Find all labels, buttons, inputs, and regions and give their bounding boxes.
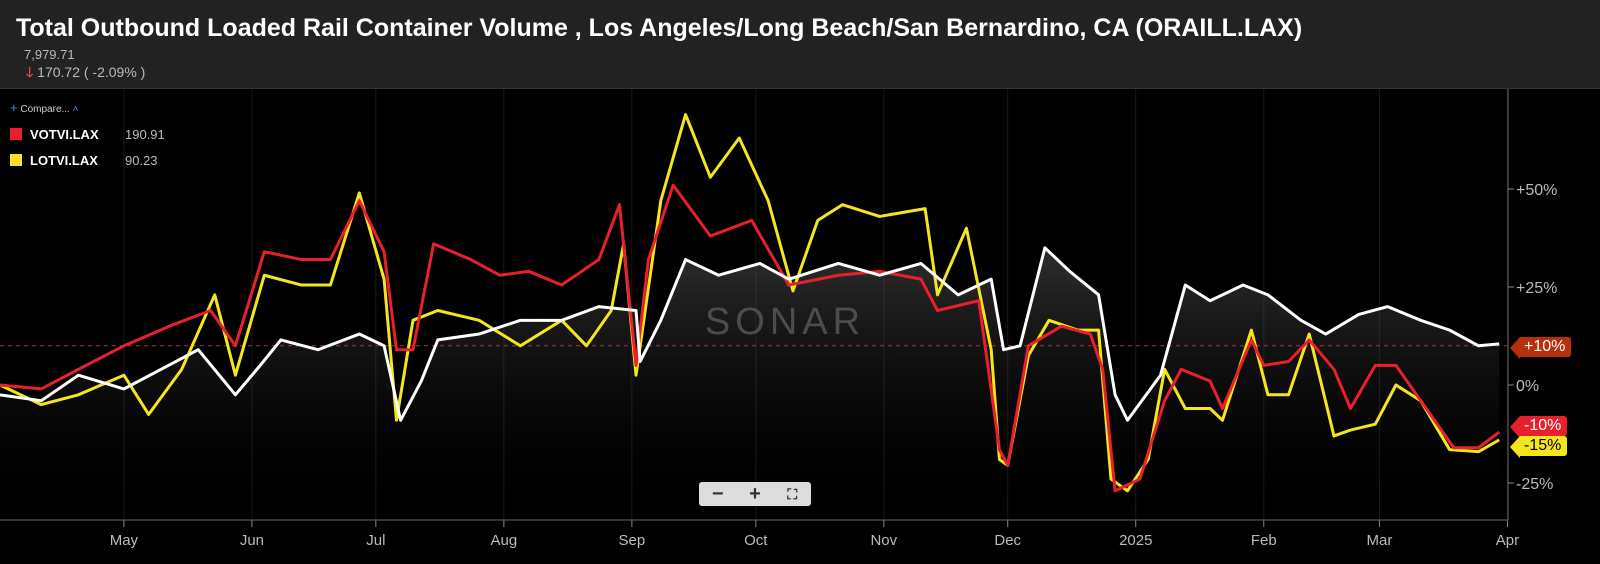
last-value-badge: -15% [1509,436,1568,458]
last-value-badge: +10% [1509,337,1572,359]
legend-name: VOTVI.LAX [30,126,99,142]
x-tick-label: Jun [240,532,264,549]
legend-item-votvi[interactable]: VOTVI.LAX 190.91 [10,123,165,145]
legend-swatch [10,154,22,166]
fullscreen-icon[interactable]: ⛶ [787,485,798,502]
legend: + Compare... ˄ VOTVI.LAX 190.91 LOTVI.LAX… [10,100,165,175]
chart-header: Total Outbound Loaded Rail Container Vol… [0,0,1600,89]
area-fill [0,247,1500,521]
chart-title: Total Outbound Loaded Rail Container Vol… [16,14,1303,42]
series-line-lotvi-lax [0,113,1500,493]
legend-name: LOTVI.LAX [30,152,98,168]
compare-label: Compare... [20,104,70,115]
x-tick-label: Feb [1251,532,1277,549]
x-tick-label: Nov [870,532,897,549]
last-value-badge: -10% [1509,416,1568,438]
x-tick-label: Aug [491,532,518,549]
value-change: 🡓 170.72 ( -2.09% ) [26,62,145,86]
current-value: 7,979.71 [24,47,75,62]
x-tick-label: Apr [1496,532,1519,549]
chevron-up-icon: ˄ [72,104,79,115]
compare-button[interactable]: + Compare... ˄ [10,100,165,115]
x-tick-label: Dec [994,532,1021,549]
x-tick-label: 2025 [1119,532,1152,549]
series-line-votvi-lax [0,183,1501,493]
x-tick-label: Oct [744,532,768,549]
x-tick-label: Jul [366,532,385,549]
x-tick-label: Sep [619,532,646,549]
series-line-oraill-lax [0,246,1500,422]
y-tick-label: +25% [1516,280,1557,297]
plus-icon: + [10,100,18,115]
zoom-in-button[interactable]: + [749,482,761,505]
y-tick-label: 0% [1516,378,1539,395]
legend-value: 190.91 [125,126,165,142]
x-tick-label: Mar [1366,532,1392,549]
x-tick-label: May [110,532,139,549]
legend-value: 90.23 [125,152,158,168]
y-tick-label: -25% [1516,476,1553,493]
zoom-controls: − + ⛶ [699,482,811,506]
zoom-out-button[interactable]: − [711,482,724,505]
change-text: 170.72 ( -2.09% ) [37,64,146,80]
legend-item-lotvi[interactable]: LOTVI.LAX 90.23 [10,149,165,171]
y-tick-label: +50% [1516,182,1557,199]
legend-swatch [10,128,22,140]
arrow-down-icon: 🡓 [26,64,34,80]
